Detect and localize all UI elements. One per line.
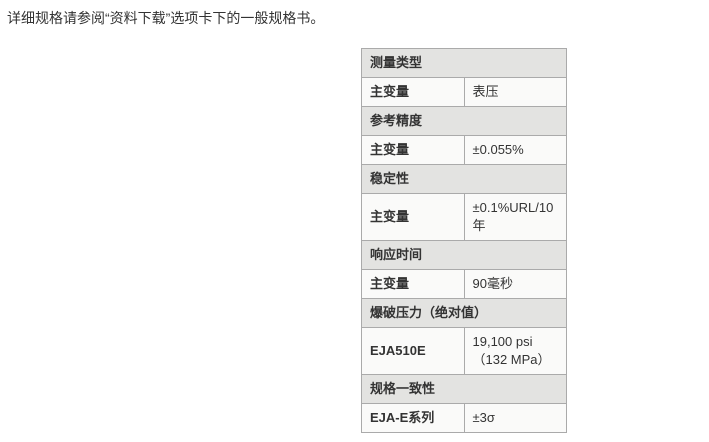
row-label: 主变量 [361,269,465,299]
section-header-spec-conformance: 规格一致性 [361,374,567,404]
row-label: 主变量 [361,135,465,165]
row-value: ±3σ [463,403,567,433]
section-header-reference-accuracy: 参考精度 [361,106,567,136]
section-header-row: 稳定性 [361,164,567,194]
table-row: 主变量 ±0.1%URL/10年 [361,193,567,241]
table-row: 主变量 ±0.055% [361,135,567,165]
section-header-measurement-type: 测量类型 [361,48,567,78]
table-row: EJA510E 19,100 psi（132 MPa） [361,327,567,375]
section-header-burst-pressure: 爆破压力（绝对值） [361,298,567,328]
row-label: 主变量 [361,193,465,241]
row-value: 19,100 psi（132 MPa） [463,327,567,375]
row-value: ±0.055% [463,135,567,165]
table-row: 主变量 90毫秒 [361,269,567,299]
section-header-row: 参考精度 [361,106,567,136]
spec-table: 测量类型 主变量 表压 参考精度 主变量 ±0.055% 稳定性 主变量 ±0.… [361,48,567,433]
section-header-row: 响应时间 [361,240,567,270]
section-header-response-time: 响应时间 [361,240,567,270]
row-label: 主变量 [361,77,465,107]
section-header-row: 测量类型 [361,48,567,78]
row-label: EJA-E系列 [361,403,465,433]
section-header-stability: 稳定性 [361,164,567,194]
table-row: EJA-E系列 ±3σ [361,403,567,433]
row-value: 表压 [463,77,567,107]
section-header-row: 规格一致性 [361,374,567,404]
row-label: EJA510E [361,327,465,375]
table-row: 主变量 表压 [361,77,567,107]
row-value: ±0.1%URL/10年 [463,193,567,241]
row-value: 90毫秒 [463,269,567,299]
section-header-row: 爆破压力（绝对值） [361,298,567,328]
intro-text: 详细规格请参阅“资料下载”选项卡下的一般规格书。 [7,10,325,26]
